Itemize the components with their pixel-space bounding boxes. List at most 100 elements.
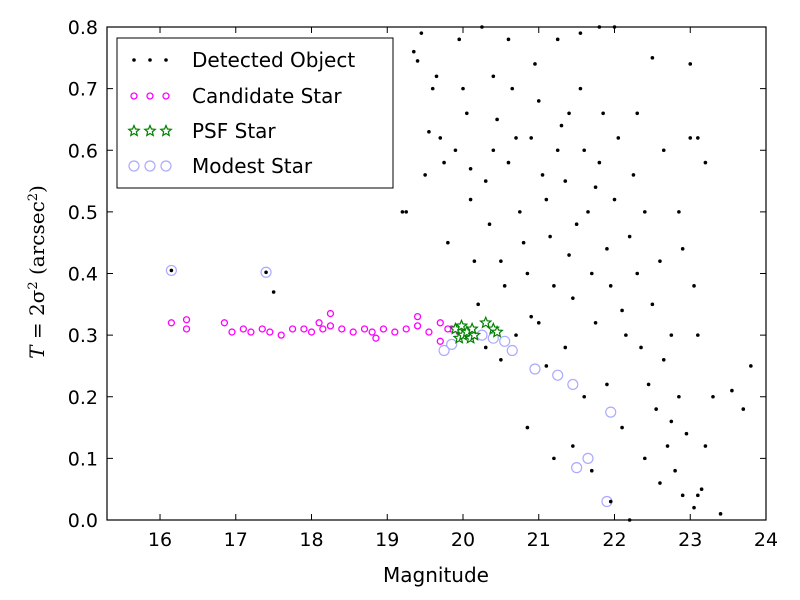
detected-object-point xyxy=(544,197,549,202)
candidate-star-point xyxy=(391,328,399,336)
detected-object-point xyxy=(510,86,515,91)
detected-object-point xyxy=(589,271,594,276)
legend-marker-modest-star xyxy=(128,160,140,172)
legend-entry-modest-star: Modest Star xyxy=(128,154,313,178)
legend-label-detected-object: Detected Object xyxy=(192,48,355,72)
detected-object-point xyxy=(571,444,575,448)
detected-object-point xyxy=(419,31,424,35)
detected-object-point xyxy=(612,197,617,202)
candidate-star-point xyxy=(228,328,236,336)
candidate-star-point xyxy=(360,325,369,333)
detected-object-point xyxy=(495,117,499,122)
detected-object-point xyxy=(567,253,571,257)
detected-object-point xyxy=(555,148,560,153)
candidate-star-point xyxy=(220,319,229,327)
detected-object-point xyxy=(529,136,533,140)
legend-marker-modest-star xyxy=(144,160,156,172)
detected-object-point xyxy=(696,493,700,498)
detected-object-point xyxy=(699,487,704,491)
legend-label-modest-star: Modest Star xyxy=(192,154,313,178)
detected-object-point xyxy=(608,284,613,288)
candidate-star-point xyxy=(379,325,388,333)
detected-object-point xyxy=(654,407,658,411)
legend-label-psf-star: PSF Star xyxy=(192,119,276,143)
y-tick-label: 0.7 xyxy=(68,79,98,101)
legend-marker-detected-object xyxy=(164,58,168,62)
detected-object-point xyxy=(555,37,560,42)
detected-object-point xyxy=(627,234,632,239)
candidate-star-point xyxy=(372,334,380,342)
detected-object-point xyxy=(468,166,473,171)
candidate-star-point xyxy=(326,322,335,330)
modest-star-point xyxy=(529,363,541,375)
detected-object-point xyxy=(574,222,579,226)
psf-star-point xyxy=(465,321,479,335)
modest-star-point xyxy=(260,266,272,278)
detected-object-point xyxy=(446,240,450,245)
detected-object-point xyxy=(529,314,533,319)
detected-object-point xyxy=(677,394,681,399)
detected-object-point xyxy=(559,123,564,128)
detected-object-point xyxy=(468,197,473,202)
detected-object-point xyxy=(442,160,446,165)
detected-object-point xyxy=(427,129,431,134)
y-tick-label: 0.2 xyxy=(68,387,98,409)
detected-object-point xyxy=(411,49,416,54)
detected-object-point xyxy=(718,512,723,516)
detected-object-point xyxy=(578,86,583,91)
candidate-star-point xyxy=(326,309,335,318)
detected-object-point xyxy=(461,86,465,91)
y-tick-label: 0.3 xyxy=(68,325,98,347)
detected-object-point xyxy=(404,210,409,214)
detected-object-point xyxy=(631,173,636,177)
detected-object-point xyxy=(525,425,530,430)
detected-object-point xyxy=(639,345,643,350)
y-tick-label: 0.6 xyxy=(68,140,98,162)
candidate-star-point xyxy=(425,328,433,336)
detected-object-point xyxy=(673,468,677,473)
detected-object-point xyxy=(635,271,640,276)
candidate-star-point xyxy=(258,325,266,333)
detected-object-point xyxy=(696,136,700,140)
detected-object-point xyxy=(741,407,746,411)
detected-object-point xyxy=(680,247,685,251)
detected-object-point xyxy=(688,62,693,66)
legend-marker-candidate-star xyxy=(162,92,170,100)
legend-marker-modest-star xyxy=(160,160,172,172)
detected-object-point xyxy=(582,148,587,153)
detected-object-point xyxy=(544,364,549,368)
detected-object-point xyxy=(620,425,624,430)
detected-object-point xyxy=(491,148,496,153)
detected-object-point xyxy=(593,185,598,190)
detected-object-point xyxy=(400,210,405,214)
detected-object-point xyxy=(563,345,568,350)
detected-object-point xyxy=(506,37,511,42)
candidate-star-point xyxy=(247,328,255,336)
detected-object-point xyxy=(608,499,613,504)
y-tick-label: 0.1 xyxy=(68,448,98,470)
detected-object-point xyxy=(499,357,503,362)
detected-object-point xyxy=(499,259,503,263)
modest-star-point xyxy=(438,344,450,357)
x-tick-label: 23 xyxy=(678,529,702,551)
y-tick-label: 0.8 xyxy=(68,17,98,39)
detected-object-point xyxy=(669,333,674,337)
x-tick-label: 20 xyxy=(451,529,475,551)
detected-object-point xyxy=(643,210,647,214)
candidate-star-point xyxy=(288,325,297,333)
candidate-star-point xyxy=(368,328,376,336)
detected-object-point xyxy=(661,357,666,362)
legend-marker-psf-star xyxy=(143,123,157,137)
detected-object-point xyxy=(593,321,598,325)
candidate-star-point xyxy=(413,322,422,330)
detected-object-point xyxy=(703,160,708,165)
detected-object-point xyxy=(605,247,609,251)
detected-object-point xyxy=(521,240,526,245)
modest-star-point xyxy=(582,452,594,464)
detected-object-point xyxy=(518,210,522,214)
detected-object-point xyxy=(434,74,439,79)
ticks-layer: 16 17 18 19 20 21 22 23 24 0.0 0.1 0.2 0.3 0.4 0.5 0.6 0… xyxy=(68,17,778,551)
detected-object-point xyxy=(661,148,666,153)
detected-object-point xyxy=(483,179,488,183)
legend-marker-candidate-star xyxy=(130,92,138,100)
